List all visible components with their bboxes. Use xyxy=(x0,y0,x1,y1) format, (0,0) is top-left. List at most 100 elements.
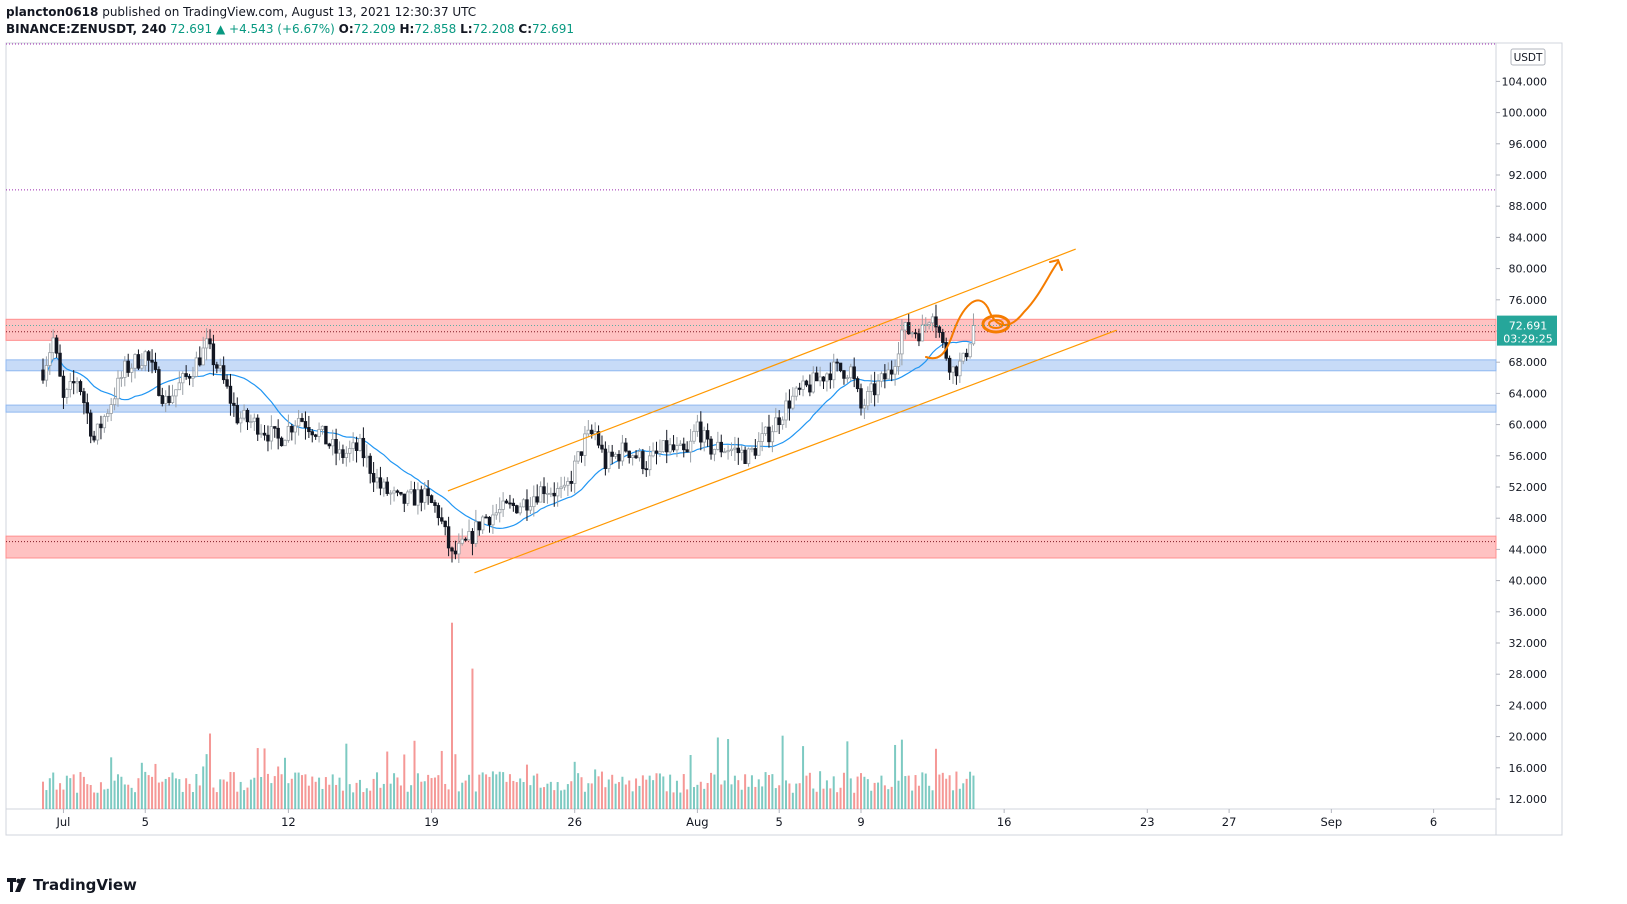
candle xyxy=(900,319,904,366)
zone-demand xyxy=(5,535,1497,559)
candle-body xyxy=(327,443,331,447)
x-tick-label: 5 xyxy=(776,815,783,829)
candle-body xyxy=(852,366,856,380)
candle-body xyxy=(95,423,100,441)
candle xyxy=(426,480,430,505)
candle-body xyxy=(675,445,679,451)
candle-body xyxy=(480,516,485,531)
candle xyxy=(146,349,151,372)
volume-bar xyxy=(321,788,324,809)
candle xyxy=(368,453,372,484)
candle-body xyxy=(249,421,253,423)
volume-bar xyxy=(917,785,920,809)
projection-arrow xyxy=(925,258,1063,360)
candle xyxy=(579,451,584,463)
candle-body xyxy=(566,480,570,486)
candle xyxy=(842,369,846,385)
candle xyxy=(692,424,696,444)
tradingview-logo[interactable]: TradingView xyxy=(7,876,137,894)
candle xyxy=(494,504,499,520)
candle-body xyxy=(160,395,164,404)
candle-body xyxy=(729,448,734,452)
candle-body xyxy=(58,352,62,377)
candle xyxy=(555,482,560,507)
volume-bar xyxy=(55,789,58,809)
candle-body xyxy=(423,488,427,503)
candle xyxy=(150,349,154,374)
volume-bar xyxy=(563,789,566,809)
volume-bar xyxy=(600,771,603,809)
candle xyxy=(678,440,683,446)
zone-support-upper xyxy=(5,359,1497,372)
candle-body xyxy=(433,502,437,506)
volume-bar xyxy=(127,784,130,809)
candle xyxy=(832,353,836,389)
candle xyxy=(487,516,492,533)
candle xyxy=(416,482,420,515)
volume-bar xyxy=(573,761,576,809)
candle xyxy=(590,424,594,439)
candle-body xyxy=(573,460,577,484)
candle-body xyxy=(883,373,887,380)
volume-bar xyxy=(324,777,327,809)
candle xyxy=(480,515,485,534)
volume-bar xyxy=(962,783,965,809)
candle-body xyxy=(532,496,536,508)
candle xyxy=(194,351,199,377)
volume-bar xyxy=(202,766,205,809)
volume-bar xyxy=(706,782,709,809)
volume-bar xyxy=(692,787,695,809)
candle xyxy=(791,387,795,411)
candle xyxy=(757,432,761,456)
candle xyxy=(682,437,686,458)
volume-bar xyxy=(134,792,137,809)
candle-body xyxy=(671,444,676,451)
candle-body xyxy=(126,360,130,373)
candle-body xyxy=(225,379,229,387)
publisher-name[interactable]: plancton0618 xyxy=(6,5,99,19)
volume-bar xyxy=(161,781,164,809)
candle-body xyxy=(392,490,396,494)
volume-bar xyxy=(222,779,225,809)
candle-body xyxy=(211,343,216,366)
candle-body xyxy=(348,448,352,454)
candle xyxy=(402,493,406,513)
chart-header: plancton0618 published on TradingView.co… xyxy=(6,4,574,38)
channel-lower-line xyxy=(474,329,1117,574)
candle xyxy=(256,414,260,441)
volume-bar xyxy=(212,787,215,809)
candle-body xyxy=(89,412,93,437)
volume-bar xyxy=(120,776,123,809)
candle xyxy=(44,356,49,387)
volume-bar xyxy=(594,769,597,809)
volume-bar xyxy=(785,780,788,809)
candle-body xyxy=(774,417,778,433)
low-value: 72.208 xyxy=(472,22,515,36)
volume-bar xyxy=(512,780,515,809)
volume-bar xyxy=(116,774,119,809)
candle xyxy=(259,424,263,438)
volume-bar xyxy=(570,781,573,809)
volume-bar xyxy=(110,757,113,809)
candle-body xyxy=(654,450,659,454)
candle-body xyxy=(521,499,526,508)
candle-body xyxy=(293,425,297,433)
price-chart[interactable]: 12.000 16.000 20.000 24.000 28.000 32.000 36.0… xyxy=(0,0,1627,870)
volume-bar xyxy=(948,775,951,809)
volume-bar xyxy=(774,788,777,809)
candle-body xyxy=(184,373,188,377)
volume-bar xyxy=(151,776,154,809)
candle-body xyxy=(174,389,178,397)
volume-bar xyxy=(873,782,876,809)
candle xyxy=(221,356,226,384)
volume-bar xyxy=(655,773,658,809)
candle xyxy=(729,442,734,457)
candle xyxy=(637,448,642,462)
volume-bar xyxy=(583,791,586,809)
candle xyxy=(337,441,342,461)
candle xyxy=(726,445,730,460)
volume-bar xyxy=(812,788,815,809)
volume-bar xyxy=(277,766,280,809)
candle xyxy=(746,447,751,467)
volume-bar xyxy=(662,776,665,809)
